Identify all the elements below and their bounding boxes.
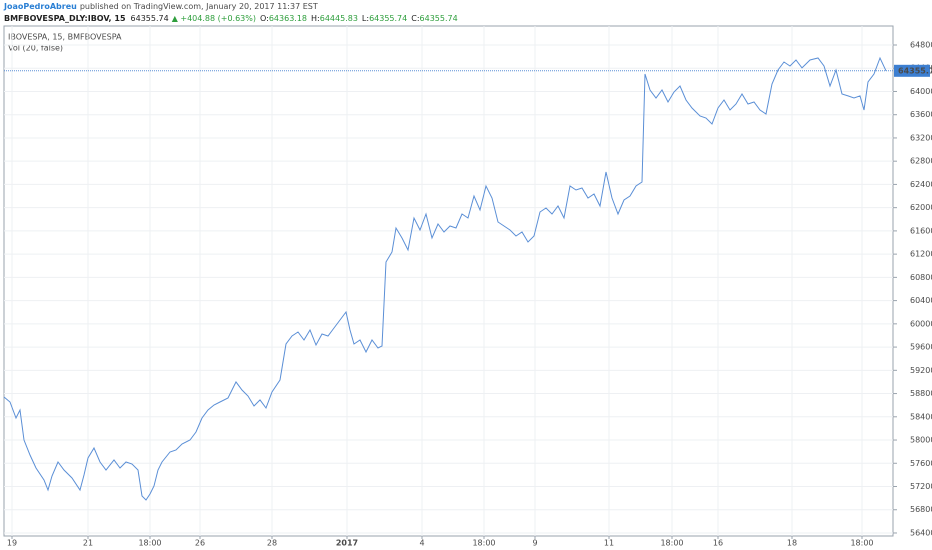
x-tick-label: 26 — [195, 539, 205, 548]
y-tick-label: 64800.00 — [910, 40, 932, 49]
y-tick-label: 56800.00 — [910, 505, 932, 514]
x-tick-label: 4 — [419, 539, 424, 548]
ohlc: O:64363.18 H:64445.83 L:64355.74 C:64355.74 — [260, 14, 458, 23]
x-tick-label: 28 — [267, 539, 277, 548]
symbol: BMFBOVESPA_DLY:IBOV, 15 — [4, 14, 126, 23]
y-tick-label: 63600.00 — [910, 110, 932, 119]
ohlc-value: 64355.74 — [420, 14, 458, 23]
author[interactable]: JoaoPedroAbreu — [3, 2, 77, 11]
y-tick-label: 63200.00 — [910, 133, 932, 142]
x-tick-label: 18 — [787, 539, 797, 548]
price-line — [3, 56, 887, 501]
legend-entry: IBOVESPA, 15, BMFBOVESPA — [8, 33, 122, 42]
y-tick-label: 57600.00 — [910, 459, 932, 468]
x-tick-label: 16 — [713, 539, 723, 548]
y-tick-label: 61200.00 — [910, 250, 932, 259]
published: published on TradingView.com, January 20… — [80, 2, 318, 11]
x-tick-label: 18:00 — [850, 539, 873, 548]
change: ▲ +404.88 (+0.63%) — [172, 14, 256, 23]
ohlc-value: 64445.83 — [320, 14, 358, 23]
x-tick-label: 2017 — [336, 539, 358, 548]
last-price-box — [894, 64, 930, 77]
y-tick-label: 61600.00 — [910, 226, 932, 235]
ohlc-label: O: — [260, 14, 269, 23]
x-tick-label: 21 — [83, 539, 93, 548]
y-tick-label: 64000.00 — [910, 87, 932, 96]
x-tick-label: 9 — [532, 539, 537, 548]
y-tick-label: 56400.00 — [910, 528, 932, 537]
x-tick-label: 19 — [7, 539, 17, 548]
ohlc-label: L: — [362, 14, 369, 23]
y-tick-label: 62800.00 — [910, 157, 932, 166]
ohlc-value: 64355.74 — [369, 14, 407, 23]
y-tick-label: 58800.00 — [910, 389, 932, 398]
ohlc-label: C: — [411, 14, 419, 23]
y-tick-label: 58400.00 — [910, 412, 932, 421]
x-tick-label: 11 — [604, 539, 614, 548]
y-tick-label: 58000.00 — [910, 436, 932, 445]
y-tick-label: 59600.00 — [910, 343, 932, 352]
y-tick-label: 62000.00 — [910, 203, 932, 212]
last-price: 64355.74 — [131, 14, 169, 23]
y-tick-label: 59200.00 — [910, 366, 932, 375]
x-tick-label: 18:00 — [472, 539, 495, 548]
ohlc-value: 64363.18 — [269, 14, 307, 23]
plot-frame — [3, 25, 894, 537]
ohlc-label: H: — [311, 14, 320, 23]
symbol-line: BMFBOVESPA_DLY:IBOV, 15 64355.74 ▲ +404.88… — [4, 14, 458, 23]
y-tick-label: 60400.00 — [910, 296, 932, 305]
header: JoaoPedroAbreu published on TradingView.c… — [3, 2, 318, 11]
y-tick-label: 60000.00 — [910, 319, 932, 328]
legend-entry: Vol (20, false) — [8, 44, 63, 53]
y-tick-label: 60800.00 — [910, 273, 932, 282]
y-tick-label: 57200.00 — [910, 482, 932, 491]
y-tick-label: 62400.00 — [910, 180, 932, 189]
x-tick-label: 18:00 — [660, 539, 683, 548]
last-price-label: 64355.74 — [898, 66, 932, 75]
x-tick-label: 18:00 — [138, 539, 161, 548]
